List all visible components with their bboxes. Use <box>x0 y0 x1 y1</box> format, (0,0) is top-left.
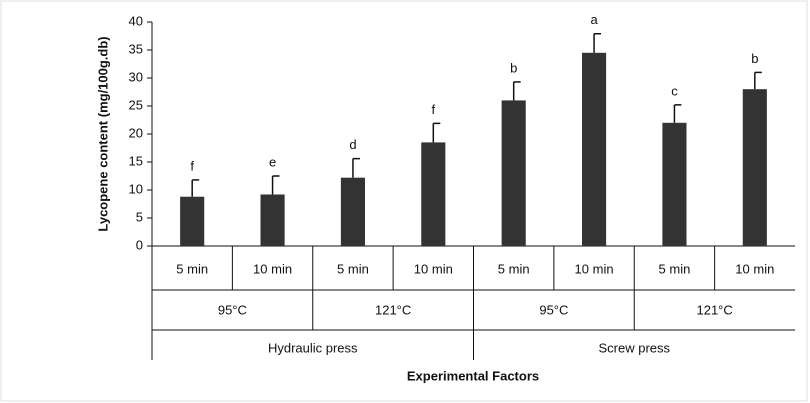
significance-letter: b <box>751 51 758 66</box>
temperature-label: 121°C <box>375 302 411 317</box>
y-tick-label: 20 <box>129 125 143 140</box>
y-axis-label: Lycopene content (mg/100g.db) <box>95 36 110 231</box>
bar <box>180 196 205 246</box>
significance-letter: e <box>269 154 276 169</box>
temperature-label: 121°C <box>696 302 732 317</box>
significance-letter: b <box>510 60 517 75</box>
x-tick-label: 5 min <box>659 261 691 276</box>
x-tick-label: 10 min <box>575 261 614 276</box>
x-tick-label: 5 min <box>337 261 369 276</box>
significance-letter: a <box>590 12 598 27</box>
bar <box>340 177 365 246</box>
bar <box>662 122 687 246</box>
x-tick-label: 10 min <box>735 261 774 276</box>
bar <box>582 52 607 246</box>
significance-letter: d <box>349 137 356 152</box>
y-tick-label: 5 <box>136 209 143 224</box>
x-tick-label: 10 min <box>414 261 453 276</box>
y-tick-label: 35 <box>129 41 143 56</box>
significance-letter: c <box>671 83 678 98</box>
temperature-label: 95°C <box>218 302 247 317</box>
x-axis-label: Experimental Factors <box>407 368 539 383</box>
y-tick-label: 25 <box>129 97 143 112</box>
x-tick-label: 5 min <box>176 261 208 276</box>
bar <box>260 194 285 246</box>
significance-letter: f <box>432 102 436 117</box>
y-tick-label: 0 <box>136 237 143 252</box>
bar <box>421 142 446 246</box>
temperature-label: 95°C <box>539 302 568 317</box>
y-tick-label: 10 <box>129 181 143 196</box>
press-label: Screw press <box>598 340 670 355</box>
press-label: Hydraulic press <box>268 340 358 355</box>
bar <box>501 100 526 247</box>
y-tick-label: 30 <box>129 69 143 84</box>
y-tick-label: 40 <box>129 13 143 28</box>
y-tick-label: 15 <box>129 153 143 168</box>
significance-letter: f <box>190 158 194 173</box>
bar <box>742 89 767 246</box>
x-tick-label: 10 min <box>253 261 292 276</box>
x-tick-label: 5 min <box>498 261 530 276</box>
